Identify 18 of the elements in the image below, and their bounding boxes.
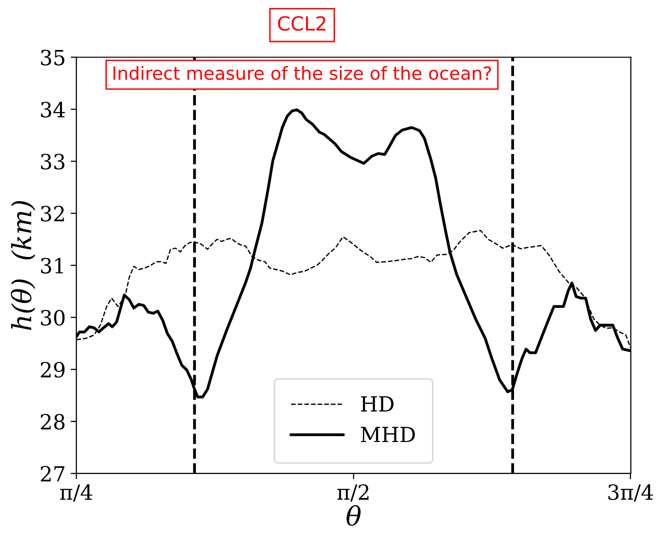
legend-label: HD <box>361 396 394 412</box>
legend-label: MHD <box>360 426 415 442</box>
x-tick-label: π/4 <box>60 484 92 502</box>
y-axis-title: h(θ) (km) <box>10 201 36 330</box>
y-tick-label: 28 <box>40 414 65 430</box>
chart-title: CCL2 <box>278 16 326 31</box>
y-tick-label: 33 <box>41 154 64 170</box>
x-tick-label: π/2 <box>337 484 369 502</box>
x-tick-label: 3π/4 <box>608 484 654 502</box>
y-tick-label: 32 <box>41 206 64 222</box>
x-axis-title: θ <box>346 505 361 526</box>
y-tick-label: 27 <box>40 466 64 482</box>
y-tick-label: 30 <box>41 310 65 326</box>
y-tick-label: 31 <box>41 258 63 274</box>
y-tick-label: 35 <box>41 50 64 66</box>
y-tick-label: 29 <box>40 362 65 378</box>
annotation: Indirect measure of the size of the ocean? <box>114 66 492 80</box>
y-tick-label: 34 <box>41 102 65 118</box>
